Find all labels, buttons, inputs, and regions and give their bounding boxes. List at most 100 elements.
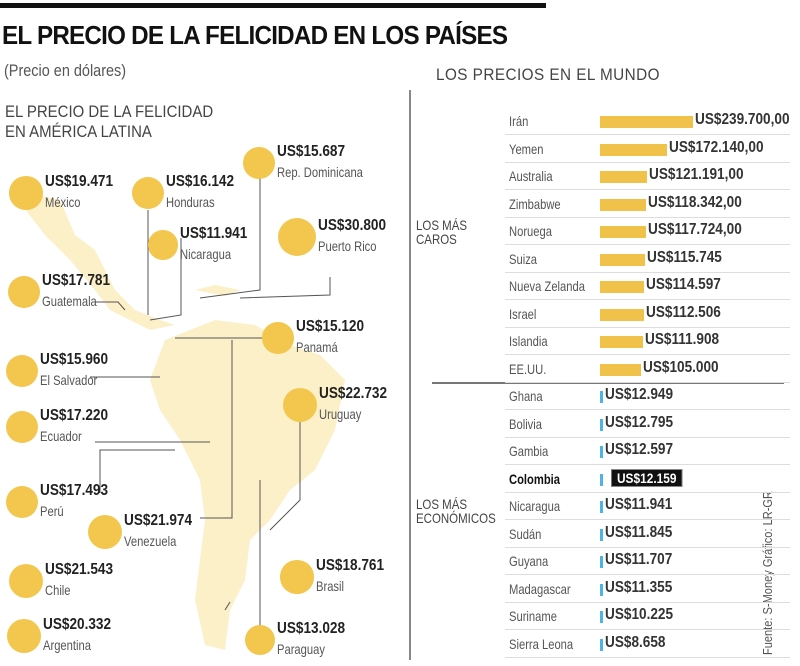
- bubble-country: México: [44, 194, 81, 210]
- bubble-value: US$11.941: [179, 225, 248, 242]
- bar: [600, 446, 603, 458]
- bubble-value: US$15.960: [39, 351, 108, 368]
- bar-category: EE.UU.: [509, 360, 547, 377]
- bar-category: Nicaragua: [509, 498, 561, 514]
- bubble-value: US$17.781: [42, 272, 111, 289]
- bar-value-label: US$11.845: [605, 523, 673, 541]
- bubble-value: US$19.471: [44, 173, 113, 190]
- bubble-country: Rep. Dominicana: [276, 164, 363, 180]
- bar-value-label: US$8.658: [605, 633, 666, 651]
- bubble-value: US$18.761: [315, 557, 384, 574]
- bubble-country: Brasil: [315, 578, 344, 594]
- bubble-country: Perú: [40, 503, 64, 519]
- bubble-honduras: [132, 177, 164, 209]
- bar-value-label: US$118.342,00: [648, 193, 742, 211]
- bubble-paraguay: [244, 624, 276, 656]
- bar: [600, 363, 641, 376]
- map-caribbean: [195, 285, 240, 296]
- bubble-country: Ecuador: [40, 428, 82, 444]
- bar-category: Bolivia: [509, 415, 542, 432]
- bar: [600, 638, 603, 651]
- world-heading: LOS PRECIOS EN EL MUNDO: [436, 65, 661, 84]
- vertical-divider: [409, 90, 411, 660]
- latam-heading-line: EL PRECIO DE LA FELICIDAD: [5, 102, 214, 121]
- bubble-guatemala: [7, 275, 41, 309]
- bar-category: Irán: [509, 113, 529, 129]
- bar-value-label: US$111.908: [645, 331, 720, 348]
- group-divider: [432, 382, 784, 384]
- bar-row: Guyana US$11.707: [505, 548, 790, 575]
- bar-value-label: US$114.597: [646, 276, 721, 293]
- bar-value-label: US$121.191,00: [649, 166, 744, 183]
- bar: [600, 391, 603, 403]
- bar: [600, 253, 645, 266]
- bubble-value: US$20.332: [42, 616, 111, 633]
- bar: [600, 308, 644, 321]
- bar-row: Suiza US$115.745: [505, 246, 790, 273]
- bar-row: Yemen US$172.140,00: [505, 136, 790, 163]
- bar: [600, 583, 603, 596]
- bar-row: Israel US$112.506: [505, 301, 790, 328]
- bar-row: Nicaragua US$11.941: [505, 493, 790, 520]
- bar: [600, 473, 603, 486]
- bar: [600, 336, 643, 348]
- bar: [600, 556, 603, 568]
- bar: [600, 528, 603, 541]
- bubble-value: US$17.493: [40, 482, 109, 499]
- bubble-el-salvador: [6, 355, 38, 387]
- bubble-value: US$30.800: [318, 217, 387, 234]
- bubble-argentina: [7, 619, 41, 653]
- bubble-value: US$21.543: [45, 561, 114, 578]
- bar: [600, 226, 646, 238]
- map-south-america: [150, 320, 345, 650]
- bubble-country: Chile: [45, 582, 71, 598]
- bubble-rep-dominicana: [243, 147, 275, 179]
- bar-value-label: US$11.941: [605, 496, 673, 513]
- bubble-country: Paraguay: [277, 641, 326, 657]
- bar-value-label: US$112.506: [646, 303, 721, 321]
- bubble-country: Honduras: [165, 194, 215, 210]
- bubble-value: US$17.220: [40, 407, 109, 424]
- bubble-country: Venezuela: [124, 533, 177, 549]
- bubble-panam-: [262, 322, 294, 354]
- bar-value-label: US$12.159: [611, 468, 683, 487]
- bar-row: Colombia US$12.159: [505, 466, 790, 493]
- bubble-puerto-rico: [278, 218, 316, 256]
- bar-value-label: US$105.000: [643, 358, 719, 376]
- bar-value-label: US$10.225: [605, 606, 674, 623]
- bubble-country: Panamá: [295, 339, 338, 355]
- bar-row: EE.UU. US$105.000: [505, 356, 790, 383]
- bar-category: Sierra Leona: [509, 635, 574, 652]
- bar-value-label: US$11.707: [605, 551, 673, 568]
- bubble-value: US$16.142: [165, 173, 235, 190]
- bar-category: Islandia: [509, 333, 548, 349]
- bar-category: Sudán: [509, 525, 542, 542]
- bubble-value: US$22.732: [319, 385, 388, 402]
- bar-value-label: US$11.355: [605, 578, 673, 596]
- bar-value-label: US$12.949: [605, 386, 674, 403]
- bubble-brasil: [280, 560, 314, 594]
- bar-row: Noruega US$117.724,00: [505, 218, 790, 245]
- bubble-per-: [5, 485, 39, 519]
- bubble-nicaragua: [148, 230, 178, 260]
- bar: [600, 143, 667, 156]
- bubble-country: Guatemala: [42, 293, 98, 309]
- bar-category: Noruega: [509, 223, 552, 239]
- bar-category: Ghana: [509, 388, 543, 404]
- bar-row: Ghana US$12.949: [505, 383, 790, 410]
- bar: [600, 281, 644, 293]
- bubble-chile: [8, 563, 44, 599]
- bar-category: Madagascar: [509, 580, 571, 597]
- bubble-ecuador: [5, 410, 39, 444]
- bar: [600, 501, 603, 513]
- bubble-value: US$13.028: [277, 620, 346, 637]
- bar-category: Colombia: [509, 470, 561, 487]
- bar-row: Irán US$239.700,00: [505, 108, 790, 135]
- bar-row: Zimbabwe US$118.342,00: [505, 191, 790, 218]
- bar-row: Nueva Zelanda US$114.597: [505, 273, 790, 300]
- bar-value-label: US$239.700,00: [695, 111, 790, 128]
- bar: [600, 116, 693, 128]
- bar-value-label: US$117.724,00: [648, 221, 742, 238]
- latam-heading-line: EN AMÉRICA LATINA: [5, 122, 152, 141]
- bar-value-label: US$12.795: [605, 413, 674, 431]
